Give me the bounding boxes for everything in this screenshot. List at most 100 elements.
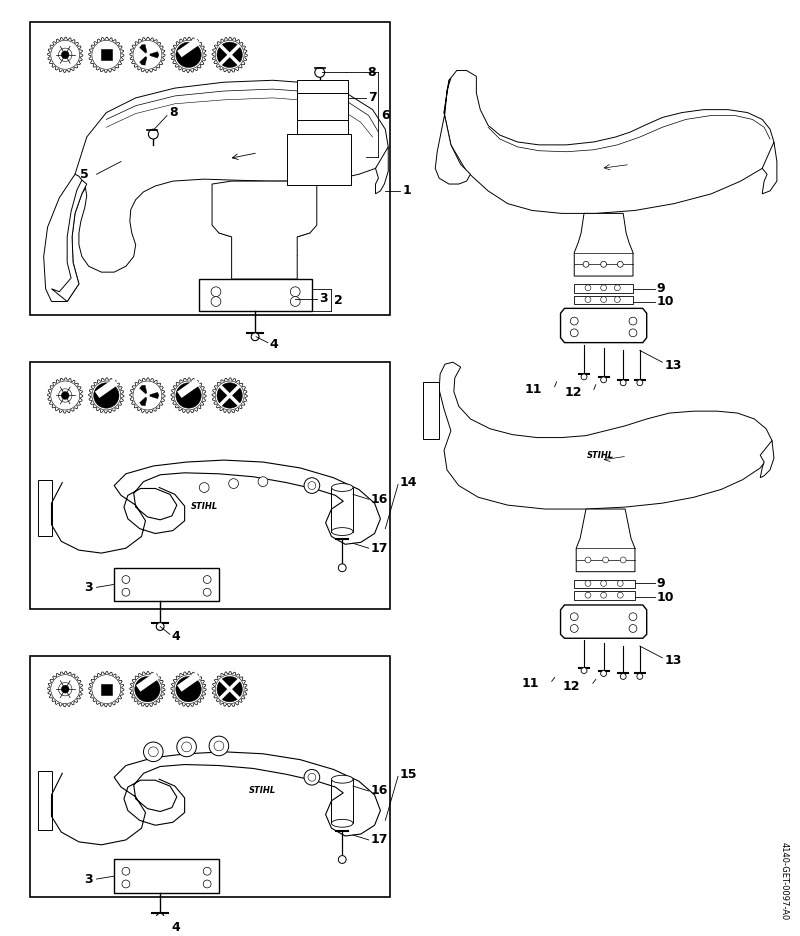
Text: 17: 17 [370, 833, 388, 846]
Polygon shape [574, 579, 635, 589]
Text: 10: 10 [657, 591, 674, 604]
Ellipse shape [331, 775, 353, 783]
Circle shape [601, 297, 606, 302]
Circle shape [176, 383, 202, 408]
Circle shape [283, 251, 291, 258]
Text: 14: 14 [400, 476, 418, 490]
Circle shape [581, 667, 587, 674]
Circle shape [199, 483, 209, 492]
Circle shape [62, 685, 69, 693]
Circle shape [50, 381, 80, 410]
Polygon shape [89, 378, 124, 413]
Circle shape [149, 747, 158, 756]
Polygon shape [212, 671, 247, 707]
Circle shape [618, 580, 623, 586]
Polygon shape [140, 45, 147, 55]
Text: 9: 9 [657, 283, 665, 295]
Circle shape [290, 286, 300, 297]
Text: 13: 13 [664, 358, 682, 372]
Circle shape [149, 129, 158, 139]
Text: 12: 12 [565, 386, 582, 399]
Circle shape [62, 391, 69, 400]
Circle shape [176, 677, 202, 702]
Text: 7: 7 [368, 92, 377, 105]
Circle shape [174, 381, 203, 410]
Polygon shape [147, 392, 159, 399]
Polygon shape [561, 605, 646, 638]
Bar [331, 488, 353, 532]
Text: 3: 3 [84, 872, 93, 885]
Bar [331, 780, 353, 824]
Circle shape [629, 613, 637, 621]
Polygon shape [574, 284, 633, 293]
Circle shape [146, 393, 150, 398]
Circle shape [629, 329, 637, 337]
Circle shape [62, 51, 69, 59]
Polygon shape [762, 142, 777, 194]
Bar [95, 378, 118, 398]
Circle shape [215, 675, 244, 704]
Text: STIHL: STIHL [587, 451, 614, 461]
Polygon shape [423, 382, 439, 439]
Circle shape [203, 589, 211, 596]
Bar [101, 50, 112, 61]
Polygon shape [114, 568, 219, 601]
Circle shape [217, 42, 242, 67]
Circle shape [308, 482, 316, 490]
Polygon shape [212, 378, 247, 413]
Text: 16: 16 [370, 784, 388, 797]
Circle shape [254, 251, 262, 258]
Circle shape [203, 880, 211, 888]
Bar [177, 378, 200, 398]
Text: 4140-GET-0097-A0: 4140-GET-0097-A0 [779, 841, 788, 920]
Circle shape [217, 677, 242, 702]
Circle shape [338, 856, 346, 863]
Circle shape [215, 40, 244, 69]
Circle shape [146, 52, 150, 57]
Polygon shape [47, 37, 83, 72]
Bar [136, 672, 159, 692]
Text: 3: 3 [318, 292, 327, 305]
Text: 1: 1 [403, 184, 412, 197]
Circle shape [290, 297, 300, 306]
Circle shape [601, 261, 606, 268]
Circle shape [620, 380, 626, 386]
Text: 4: 4 [172, 630, 181, 643]
Text: 10: 10 [657, 295, 674, 308]
Circle shape [581, 374, 587, 380]
Polygon shape [38, 771, 51, 830]
Circle shape [177, 738, 196, 756]
Polygon shape [574, 213, 633, 276]
Text: 12: 12 [562, 680, 580, 693]
Circle shape [585, 297, 591, 302]
Text: 2: 2 [334, 294, 343, 307]
Polygon shape [171, 378, 206, 413]
Polygon shape [760, 441, 774, 477]
Circle shape [308, 773, 316, 782]
Circle shape [585, 592, 591, 598]
Circle shape [92, 381, 121, 410]
Circle shape [614, 297, 620, 302]
Circle shape [50, 40, 80, 69]
Circle shape [251, 333, 259, 341]
Circle shape [238, 251, 246, 258]
Text: STIHL: STIHL [250, 786, 277, 795]
Circle shape [94, 383, 119, 408]
Bar [30, 656, 390, 897]
Circle shape [570, 613, 578, 621]
Polygon shape [435, 79, 470, 184]
Polygon shape [439, 362, 772, 509]
Text: 3: 3 [84, 581, 93, 593]
Circle shape [182, 742, 191, 752]
Text: STIHL: STIHL [190, 502, 218, 511]
Text: 4: 4 [172, 920, 181, 933]
Circle shape [585, 285, 591, 291]
Circle shape [601, 285, 606, 291]
Text: 5: 5 [80, 168, 89, 181]
Polygon shape [212, 181, 317, 279]
Text: 8: 8 [368, 66, 376, 79]
Circle shape [134, 677, 160, 702]
Circle shape [601, 592, 606, 598]
Circle shape [304, 769, 320, 785]
Polygon shape [130, 37, 165, 72]
